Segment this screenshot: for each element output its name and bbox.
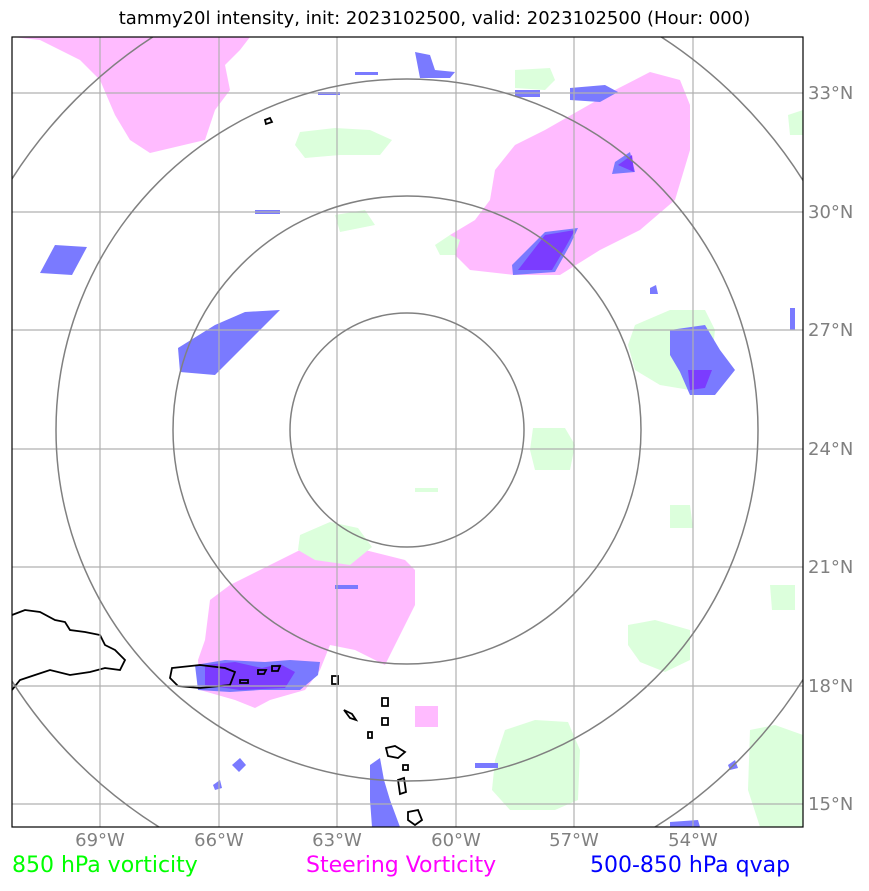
vort-region-14: [415, 488, 438, 492]
puerto-rico-coast: [169, 664, 237, 689]
range-ring-2: [172, 195, 642, 665]
island-1: [239, 679, 249, 684]
lat-label: 33°N: [808, 83, 853, 104]
lon-label: 54°W: [668, 830, 718, 851]
vort-region-2: [295, 128, 392, 158]
vort-region-10: [770, 585, 795, 610]
qvap-region-5: [355, 72, 378, 75]
overlap-region-2: [688, 370, 712, 390]
lon-label: 69°W: [75, 830, 125, 851]
qvap-region-11: [790, 308, 795, 330]
qvap-region-10: [670, 325, 735, 395]
island-8: [367, 731, 373, 739]
vort-region-11: [628, 620, 690, 672]
overlap-region-1: [518, 230, 575, 270]
graticule: [12, 37, 803, 827]
lon-label: 60°W: [431, 830, 481, 851]
lat-label: 30°N: [808, 202, 853, 223]
island-3: [271, 665, 282, 672]
vort-region-3: [335, 210, 375, 232]
qvap-region-13: [335, 585, 358, 589]
range-ring-1: [289, 312, 525, 548]
island-bermuda: [263, 116, 274, 126]
coastlines: [12, 116, 424, 827]
longitude-labels: 69°W 66°W 63°W 60°W 57°W 54°W: [75, 830, 718, 851]
range-ring-3: [55, 78, 759, 782]
island-2: [257, 669, 268, 675]
map-frame: [11, 36, 804, 828]
vort-region-12: [492, 720, 580, 810]
qvap-region-16: [475, 763, 498, 768]
island-4: [331, 675, 339, 685]
steering-region-nw: [12, 37, 250, 153]
legend-qvap: 500-850 hPa qvap: [590, 853, 791, 878]
map-title: tammy20l intensity, init: 2023102500, va…: [118, 8, 751, 29]
latitude-labels: 33°N 30°N 27°N 24°N 21°N 18°N 15°N: [808, 83, 853, 815]
lat-label: 18°N: [808, 676, 853, 697]
qvap-region-18: [670, 820, 700, 827]
legend-850-vorticity: 850 hPa vorticity: [12, 853, 198, 878]
vort-region-9: [298, 522, 372, 565]
island-9: [384, 745, 407, 759]
qvap-region-17: [232, 758, 246, 772]
qvap-region-21: [650, 285, 658, 294]
lat-label: 27°N: [808, 320, 853, 341]
lat-label: 15°N: [808, 794, 853, 815]
lon-label: 66°W: [194, 830, 244, 851]
island-6: [381, 697, 389, 707]
lon-label: 57°W: [549, 830, 599, 851]
qvap-region-15: [370, 758, 400, 827]
island-12: [407, 808, 424, 827]
island-5: [343, 709, 359, 722]
vort-region-6: [788, 110, 803, 135]
legend-steering-vorticity: Steering Vorticity: [306, 853, 497, 878]
qvap-region-19: [213, 780, 222, 790]
steering-vorticity-layer: [12, 37, 803, 810]
qvap-region-1: [415, 52, 455, 78]
vort-region-1: [515, 68, 555, 90]
lat-label: 24°N: [808, 439, 853, 460]
vort-region-8: [670, 505, 693, 528]
island-7: [381, 717, 389, 726]
island-10: [402, 764, 409, 771]
lon-label: 63°W: [312, 830, 362, 851]
vort-region-13: [748, 725, 803, 827]
steering-region-small: [415, 706, 438, 727]
hispaniola-coast: [12, 609, 127, 691]
vort-region-4: [435, 235, 460, 255]
island-11: [397, 776, 407, 796]
steering-region-ne: [450, 72, 690, 275]
qvap-region-7: [178, 310, 280, 375]
qvap-region-6: [40, 245, 87, 275]
lat-label: 21°N: [808, 557, 853, 578]
